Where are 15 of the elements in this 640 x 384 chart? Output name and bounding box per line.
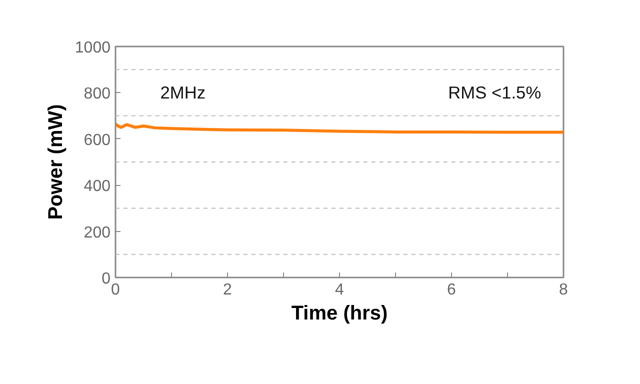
x-axis-title: Time (hrs)	[291, 302, 388, 324]
y-tick-label: 600	[84, 132, 111, 149]
x-tick-label: 4	[335, 282, 344, 298]
y-tick-label: 400	[84, 178, 111, 196]
y-tick-label: 1000	[74, 40, 111, 56]
y-tick-label: 800	[84, 86, 111, 103]
y-tick-label: 0	[102, 270, 111, 288]
x-tick-label: 6	[447, 282, 456, 298]
line-series	[116, 122, 564, 134]
y-axis-title: Power (mW)	[44, 104, 67, 220]
annotation: 2MHz	[160, 82, 206, 103]
x-tick-label: 8	[559, 282, 568, 298]
y-tick-label: 200	[84, 224, 111, 242]
annotation: RMS <1.5%	[448, 82, 542, 103]
x-tick-label: 2	[223, 282, 232, 298]
